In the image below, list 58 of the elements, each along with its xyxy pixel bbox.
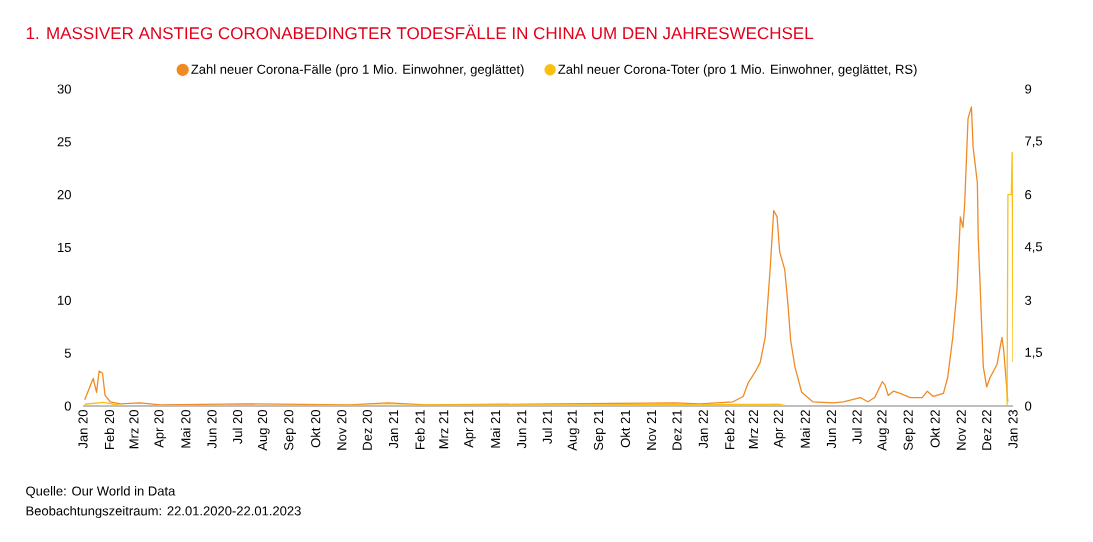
y-tick-label: 25 — [57, 137, 71, 147]
x-tick-label: Mrz 22 — [748, 410, 758, 449]
x-tick-label: Okt 20 — [310, 410, 321, 448]
x-tick-label: Nov 21 — [646, 410, 657, 450]
x-tick-label: Apr 22 — [773, 410, 786, 448]
x-tick-label: Aug 20 — [257, 410, 270, 451]
x-tick-label: Okt 22 — [930, 410, 940, 448]
x-tick-label: Jan 23 — [1008, 410, 1018, 449]
x-tick-label: Feb 21 — [415, 410, 425, 449]
text: Beobachtungszeitraum: 22.01.2020-22.01.2023 — [26, 505, 301, 519]
legend-label: Zahl neuer Corona-Fälle (pro 1 Mio. Einwohner, geglättet) — [191, 64, 524, 77]
x-tick-label: Mai 22 — [800, 410, 810, 448]
y2-tick-label: 3 — [1025, 295, 1032, 305]
source-note: Quelle: Our World in Data — [26, 486, 176, 498]
x-tick-label: Dez 21 — [672, 410, 682, 450]
x-tick-label: Jul 22 — [852, 410, 862, 445]
x-tick-label: Okt 21 — [620, 410, 630, 448]
x-tick-label: Jul 20 — [232, 410, 243, 445]
x-tick-label: Mrz 20 — [129, 410, 139, 449]
x-tick-label: Aug 21 — [567, 410, 580, 451]
x-tick-label: Jan 21 — [388, 410, 399, 449]
x-tick-label: Mai 20 — [180, 410, 191, 448]
x-tick-label: Nov 22 — [956, 410, 966, 450]
y2-tick-label: 0 — [1025, 401, 1032, 411]
x-tick-label: Feb 20 — [104, 410, 115, 449]
y2-tick-label: 6 — [1025, 190, 1032, 200]
x-tick-label: Jun 20 — [207, 410, 217, 449]
line-series — [84, 151, 1014, 406]
y2-tick-label: 9 — [1025, 84, 1032, 94]
x-tick-label: Jun 21 — [517, 410, 527, 449]
x-tick-label: Sep 22 — [903, 410, 916, 451]
y-tick-label: 20 — [57, 190, 71, 200]
y2-tick-label: 1,5 — [1025, 347, 1043, 359]
x-tick-label: Dez 20 — [362, 410, 372, 450]
x-tick-label: Nov 20 — [337, 410, 347, 450]
x-tick-label: Jan 20 — [78, 410, 88, 449]
x-tick-label: Sep 21 — [593, 410, 606, 451]
x-tick-label: Mrz 21 — [439, 410, 449, 449]
x-tick-label: Jun 22 — [826, 410, 837, 449]
y-tick-label: 15 — [58, 242, 71, 253]
y-tick-label: 5 — [64, 348, 71, 358]
y-tick-label: 30 — [57, 84, 71, 94]
line-series — [84, 106, 1009, 406]
y2-tick-label: 4,5 — [1024, 242, 1043, 253]
x-tick-label: Dez 22 — [982, 410, 992, 450]
legend-label: Zahl neuer Corona-Toter (pro 1 Mio. Einwohner, geglättet, RS) — [558, 64, 917, 77]
x-tick-label: Aug 22 — [877, 410, 890, 451]
x-tick-label: Mai 21 — [490, 410, 501, 448]
y-tick-label: 0 — [64, 401, 71, 411]
x-tick-label: Jan 22 — [698, 410, 708, 449]
y-tick-label: 10 — [58, 295, 71, 305]
y2-tick-label: 7,5 — [1025, 136, 1043, 148]
x-tick-label: Jul 21 — [542, 410, 552, 445]
x-tick-label: Feb 22 — [724, 410, 735, 449]
x-tick-label: Apr 20 — [154, 410, 167, 448]
chart-title: 1. MASSIVER ANSTIEG CORONABEDINGTER TODESFÄLLE IN CHINA UM DEN JAHRESWECHSEL — [26, 24, 814, 40]
x-tick-label: Sep 20 — [284, 410, 296, 451]
x-tick-label: Apr 21 — [464, 410, 476, 448]
